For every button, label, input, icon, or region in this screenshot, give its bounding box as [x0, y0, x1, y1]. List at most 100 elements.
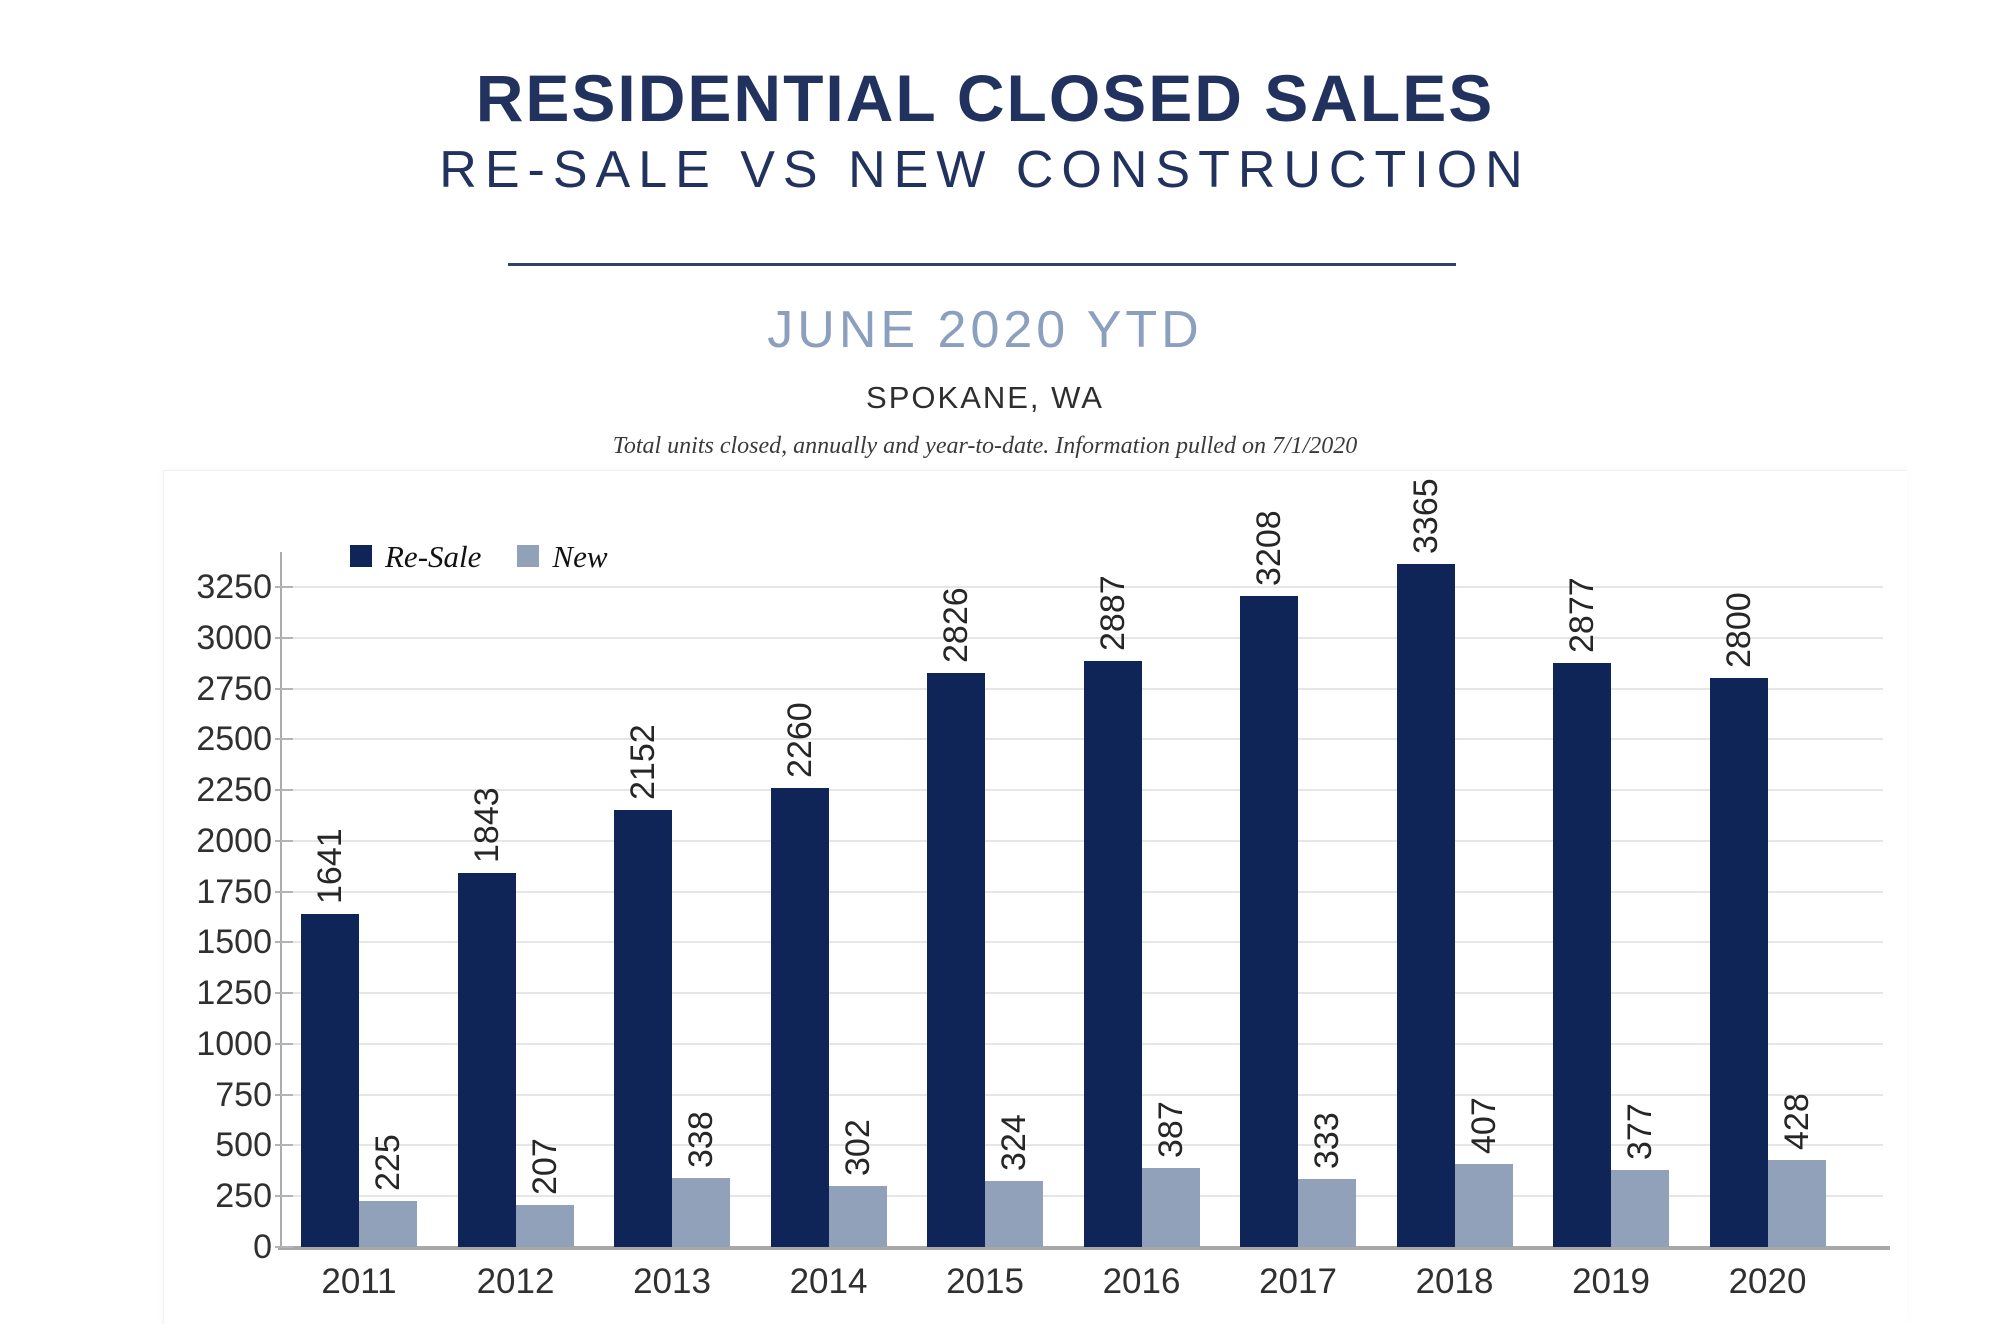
x-axis-label-2014: 2014 [789, 1262, 868, 1301]
y-axis-label-750: 750 [215, 1075, 272, 1114]
resale-swatch-icon [350, 545, 372, 567]
legend-label-new: New [552, 538, 608, 574]
new-value-label-2018: 407 [1464, 1097, 1503, 1155]
new-bar-2020 [1767, 1160, 1826, 1247]
gridline-1250 [281, 992, 1883, 995]
y-tick-1250 [275, 992, 293, 995]
gridline-1500 [281, 941, 1883, 944]
y-axis-label-2750: 2750 [196, 669, 272, 708]
resale-value-label-2011: 1641 [311, 828, 349, 904]
legend-label-resale: Re-Sale [385, 538, 482, 574]
x-axis-label-2012: 2012 [476, 1262, 555, 1301]
x-axis-label-2019: 2019 [1572, 1262, 1650, 1301]
x-axis-label-2020: 2020 [1728, 1262, 1807, 1301]
report-location: SPOKANE, WA [866, 380, 1104, 415]
new-bar-2012 [515, 1204, 574, 1247]
y-tick-0 [275, 1246, 293, 1248]
y-tick-750 [275, 1093, 293, 1096]
chart-legend: Re-Sale New [350, 534, 608, 578]
y-axis-label-1000: 1000 [196, 1024, 272, 1063]
resale-bar-2019 [1553, 662, 1611, 1247]
gridline-2500 [281, 738, 1883, 741]
resale-value-label-2019: 2877 [1563, 577, 1601, 653]
resale-bar-2020 [1709, 678, 1768, 1247]
y-axis-label-1500: 1500 [196, 923, 272, 962]
new-bar-2013 [672, 1178, 730, 1247]
page-title: RESIDENTIAL CLOSED SALES [475, 61, 1495, 135]
y-axis-label-2000: 2000 [196, 821, 272, 860]
new-bar-2016 [1141, 1168, 1200, 1247]
gridline-2750 [281, 687, 1883, 690]
resale-value-label-2018: 3365 [1406, 478, 1445, 554]
y-axis-label-2500: 2500 [196, 720, 272, 759]
y-axis-label-500: 500 [215, 1126, 272, 1165]
y-tick-3000 [275, 636, 293, 639]
new-value-label-2011: 225 [369, 1134, 407, 1192]
new-bar-2019 [1611, 1170, 1669, 1247]
resale-bar-2015 [927, 673, 985, 1247]
legend-item-resale: Re-Sale [350, 541, 481, 572]
gridline-1750 [281, 890, 1883, 893]
resale-value-label-2020: 2800 [1719, 592, 1758, 669]
resale-bar-2013 [614, 809, 672, 1247]
y-tick-2000 [275, 839, 293, 842]
new-bar-2018 [1454, 1164, 1513, 1247]
y-axis-label-0: 0 [253, 1228, 272, 1266]
report-period: JUNE 2020 YTD [767, 301, 1203, 359]
title-divider-line [508, 263, 1456, 266]
resale-bar-2011 [301, 913, 359, 1247]
gridline-2250 [281, 789, 1883, 792]
y-axis-label-1250: 1250 [196, 974, 272, 1013]
new-value-label-2017: 333 [1308, 1112, 1346, 1170]
gridline-1000 [281, 1042, 1883, 1045]
y-axis-label-1750: 1750 [196, 872, 272, 911]
resale-bar-2012 [457, 872, 516, 1247]
resale-bar-2017 [1240, 595, 1298, 1247]
resale-bar-2014 [770, 788, 829, 1247]
y-tick-1500 [275, 941, 293, 944]
new-value-label-2015: 324 [995, 1114, 1033, 1172]
y-tick-3250 [275, 586, 293, 588]
report-note: Total units closed, annually and year-to… [612, 433, 1358, 459]
x-axis-label-2017: 2017 [1259, 1262, 1337, 1301]
gridline-3250 [281, 586, 1883, 588]
new-value-label-2016: 387 [1151, 1101, 1190, 1159]
resale-bar-2016 [1083, 660, 1142, 1247]
new-bar-2011 [359, 1201, 417, 1247]
x-axis-label-2018: 2018 [1415, 1262, 1494, 1301]
y-tick-2750 [275, 687, 293, 690]
new-value-label-2020: 428 [1777, 1093, 1816, 1151]
gridline-750 [281, 1093, 1883, 1096]
new-value-label-2019: 377 [1621, 1103, 1659, 1161]
y-tick-1750 [275, 890, 293, 893]
new-bar-2017 [1298, 1179, 1356, 1247]
y-tick-250 [275, 1195, 293, 1198]
y-axis-label-250: 250 [215, 1177, 272, 1216]
resale-value-label-2013: 2152 [624, 724, 662, 800]
gridline-3000 [281, 636, 1883, 639]
y-axis-label-3000: 3000 [196, 618, 272, 657]
resale-value-label-2017: 3208 [1250, 509, 1288, 586]
y-tick-2250 [275, 789, 293, 792]
resale-value-label-2016: 2887 [1093, 575, 1132, 651]
gridline-500 [281, 1144, 1883, 1147]
new-value-label-2014: 302 [838, 1118, 877, 1176]
new-value-label-2012: 207 [525, 1138, 564, 1195]
resale-value-label-2014: 2260 [780, 702, 819, 779]
y-axis-line [280, 552, 282, 1248]
y-tick-2500 [275, 738, 293, 741]
new-value-label-2013: 338 [682, 1111, 720, 1169]
legend-item-new: New [517, 538, 608, 574]
resale-bar-2018 [1396, 563, 1455, 1247]
new-swatch-icon [517, 545, 540, 567]
x-axis-label-2011: 2011 [321, 1262, 397, 1301]
y-tick-500 [275, 1144, 293, 1147]
x-axis-line [278, 1246, 1890, 1250]
page-subtitle: RE-SALE VS NEW CONSTRUCTION [439, 141, 1531, 199]
x-axis-label-2015: 2015 [946, 1262, 1024, 1301]
resale-value-label-2015: 2826 [937, 587, 975, 664]
y-axis-label-3250: 3250 [196, 568, 272, 606]
y-tick-1000 [275, 1042, 293, 1045]
